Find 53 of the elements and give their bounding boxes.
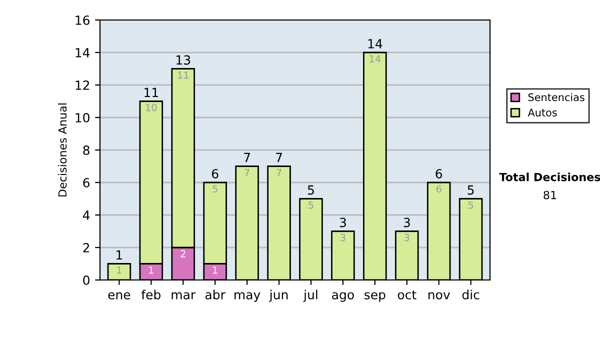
- total-label: 7: [244, 152, 250, 162]
- total-label: 7: [276, 152, 282, 162]
- y-tick-label: 14: [76, 48, 90, 58]
- y-tick-label: 0: [83, 275, 90, 285]
- y-tick-label: 8: [83, 145, 90, 155]
- y-tick-label: 6: [83, 178, 90, 188]
- x-tick-label: ene: [108, 292, 130, 300]
- x-tick-label: sep: [364, 292, 386, 302]
- data-label: 11: [178, 71, 188, 79]
- legend-label: Autos: [528, 108, 557, 116]
- total-label: 6: [436, 169, 442, 178]
- y-axis-title: Decisiones Anual: [58, 104, 67, 196]
- y-tick-label: 4: [82, 210, 90, 220]
- data-label: 6: [436, 185, 442, 192]
- total-label: 5: [308, 185, 314, 195]
- data-label: 1: [149, 266, 154, 274]
- data-label: 2: [180, 250, 186, 258]
- data-label: 1: [117, 266, 122, 274]
- y-tick-label: 2: [83, 242, 90, 252]
- y-tick-label: 10: [76, 112, 90, 122]
- total-label: 3: [404, 218, 410, 228]
- data-label: 1: [213, 266, 218, 274]
- total-label: 1: [116, 250, 122, 260]
- data-label: 10: [146, 104, 157, 112]
- total-label: 11: [144, 88, 158, 98]
- x-tick-label: jul: [303, 290, 318, 302]
- total-label: 3: [340, 218, 346, 228]
- x-tick-label: may: [234, 292, 260, 302]
- x-tick-label: nov: [428, 292, 450, 300]
- data-label: 14: [370, 55, 381, 62]
- data-label: 5: [468, 201, 474, 209]
- x-tick-label: mar: [172, 292, 196, 300]
- data-label: 7: [244, 168, 250, 176]
- total-label: 13: [176, 55, 190, 65]
- legend-label: Sentencias: [528, 93, 584, 102]
- x-tick-label: feb: [141, 290, 160, 300]
- total-label: 6: [212, 169, 218, 178]
- x-tick-label: abr: [205, 290, 226, 300]
- data-label: 5: [212, 185, 218, 192]
- data-label: 5: [308, 201, 314, 209]
- total-label: 5: [468, 185, 474, 195]
- data-label: 7: [276, 168, 282, 176]
- data-label: 3: [404, 234, 410, 242]
- total-label: 14: [368, 39, 382, 48]
- text: Total Decisiones: [499, 172, 600, 182]
- y-tick-label: 12: [76, 80, 90, 90]
- y-tick-label: 16: [76, 15, 90, 25]
- x-tick-label: jun: [269, 290, 288, 302]
- data-label: 3: [340, 234, 346, 242]
- x-tick-label: oct: [398, 290, 416, 300]
- x-tick-label: dic: [462, 290, 480, 300]
- x-tick-label: ago: [332, 292, 354, 302]
- text: 81: [544, 190, 556, 200]
